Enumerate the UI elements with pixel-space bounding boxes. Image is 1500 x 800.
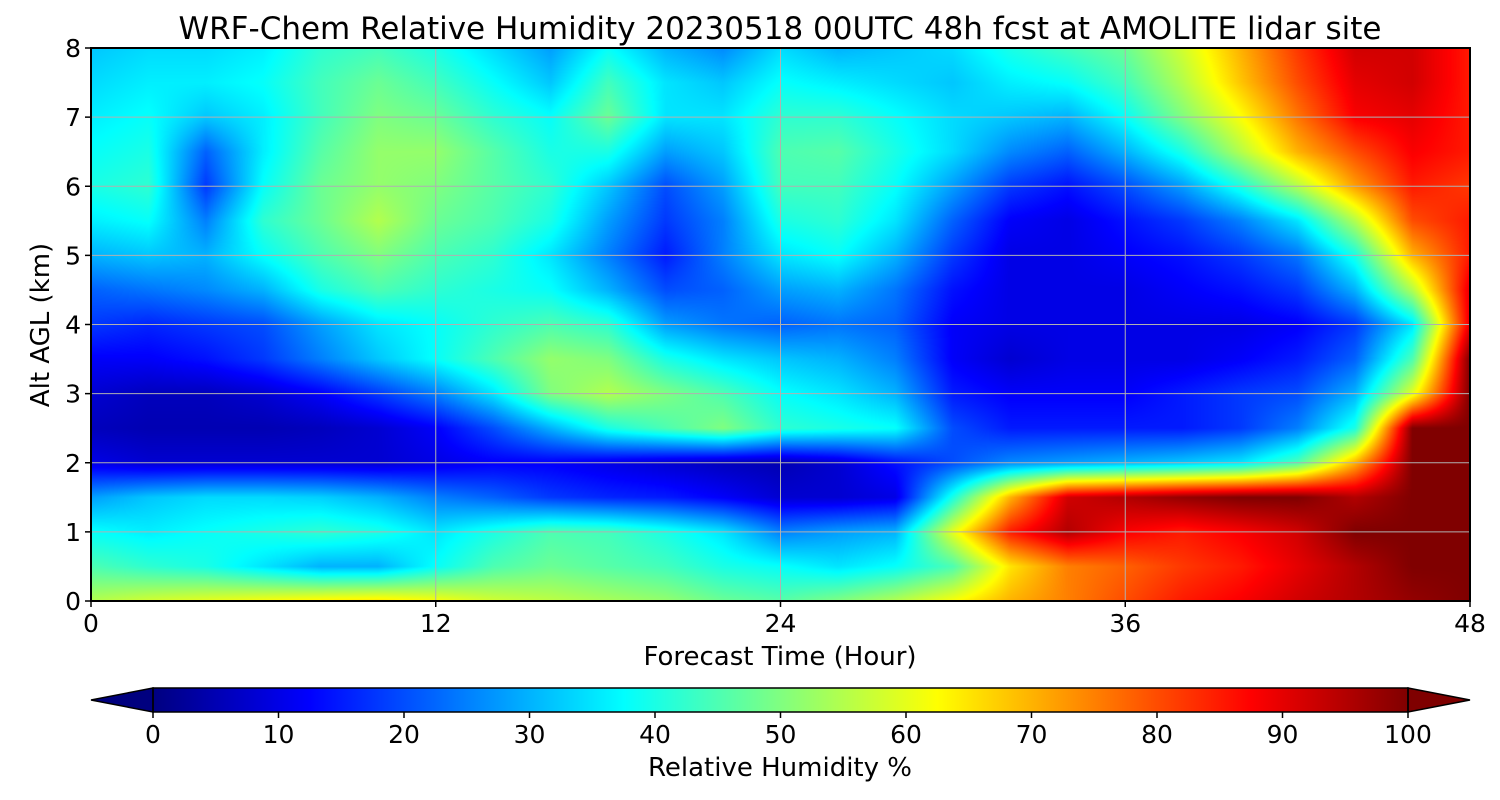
x-tick-label: 12: [420, 609, 452, 638]
colorbar-tick-label: 10: [263, 720, 295, 749]
chart-title: WRF-Chem Relative Humidity 20230518 00UT…: [178, 11, 1381, 47]
colorbar-tick-label: 30: [514, 720, 546, 749]
colorbar-tick-label: 80: [1141, 720, 1173, 749]
colorbar-tick-label: 0: [145, 720, 161, 749]
x-axis-label: Forecast Time (Hour): [643, 642, 916, 672]
x-tick-label: 24: [765, 609, 797, 638]
y-tick-label: 5: [65, 241, 81, 270]
y-tick-label: 8: [65, 34, 81, 63]
colorbar-body: [153, 688, 1408, 712]
x-tick-label: 36: [1109, 609, 1141, 638]
y-tick-label: 6: [65, 172, 81, 201]
colorbar: 0 10 20 30 40 50 60 70 80 90 100 Relative Humidity…: [90, 687, 1471, 783]
y-axis: 0 1 2 3 4 5 6 7 8: [65, 34, 91, 616]
y-tick-label: 7: [65, 103, 81, 132]
colorbar-tick-label: 40: [639, 720, 671, 749]
x-axis: 0 12 24 36 48: [83, 601, 1486, 638]
colorbar-extend-high: [1407, 687, 1471, 713]
colorbar-tick-label: 90: [1267, 720, 1299, 749]
colorbar-tick-label: 60: [890, 720, 922, 749]
y-tick-label: 4: [65, 311, 81, 340]
colorbar-tick-label: 20: [388, 720, 420, 749]
colorbar-extend-low: [90, 687, 154, 713]
colorbar-tick-label: 100: [1384, 720, 1432, 749]
x-tick-label: 0: [83, 609, 99, 638]
y-tick-label: 2: [65, 449, 81, 478]
colorbar-ticks: 0 10 20 30 40 50 60 70 80 90 100: [145, 712, 1432, 749]
y-tick-label: 3: [65, 380, 81, 409]
y-axis-label: Alt AGL (km): [26, 243, 56, 407]
colorbar-label: Relative Humidity %: [648, 753, 912, 783]
x-tick-label: 48: [1454, 609, 1486, 638]
y-tick-label: 1: [65, 518, 81, 547]
colorbar-tick-label: 50: [765, 720, 797, 749]
colorbar-tick-label: 70: [1016, 720, 1048, 749]
grid: [91, 48, 1470, 601]
y-tick-label: 0: [65, 587, 81, 616]
